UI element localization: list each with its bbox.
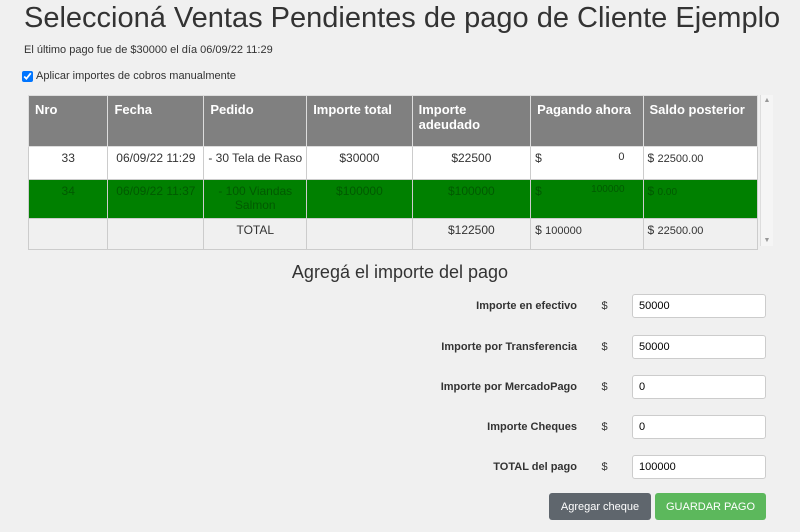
total-pagando: $ 100000	[530, 218, 644, 250]
cell-total: $100000	[306, 179, 413, 219]
scroll-up-icon[interactable]: ▲	[763, 97, 771, 104]
transfer-input[interactable]	[632, 334, 766, 359]
cell-pedido: - 30 Tela de Raso	[203, 146, 308, 180]
currency-symbol: $	[601, 460, 608, 473]
field-label: Importe por MercadoPago	[440, 380, 577, 393]
field-label: TOTAL del pago	[493, 460, 577, 473]
cheques-field-row: Importe Cheques $	[300, 413, 766, 440]
cash-input[interactable]	[632, 293, 766, 318]
manual-import-checkbox-label[interactable]: Aplicar importes de cobros manualmente	[22, 70, 236, 82]
currency-symbol: $	[647, 151, 655, 165]
cell-fecha: 06/09/22 11:29	[107, 146, 205, 180]
cell-saldo: $ 0.00	[642, 179, 759, 219]
total-payment-input[interactable]	[632, 454, 766, 479]
payment-heading: Agregá el importe del pago	[291, 262, 509, 282]
cell-nro: 34	[27, 179, 109, 219]
cell-adeudado: $22500	[411, 146, 532, 180]
table-scrollbar[interactable]: ▲ ▼	[760, 95, 773, 246]
currency-symbol: $	[647, 223, 655, 237]
currency-symbol: $	[601, 420, 608, 433]
currency-symbol: $	[601, 299, 608, 312]
manual-import-checkbox[interactable]	[22, 70, 33, 82]
header-pagando-ahora: Pagando ahora	[530, 95, 644, 147]
header-importe-adeudado: Importe adeudado	[411, 95, 532, 147]
cell-empty	[107, 218, 205, 250]
cash-field-row: Importe en efectivo $	[300, 292, 766, 319]
field-label: Importe por Transferencia	[441, 340, 577, 353]
currency-symbol: $	[647, 184, 655, 198]
page-title: Seleccioná Ventas Pendientes de pago de …	[24, 2, 781, 34]
mercadopago-input[interactable]	[632, 374, 766, 399]
total-label: TOTAL	[203, 218, 308, 250]
total-row: TOTAL $122500 $ 100000 $ 22500.00	[27, 218, 759, 250]
scroll-down-icon[interactable]: ▼	[763, 237, 771, 244]
cell-fecha: 06/09/22 11:37	[107, 179, 205, 219]
header-fecha: Fecha	[107, 95, 205, 147]
checkbox-label: Aplicar importes de cobros manualmente	[36, 70, 236, 82]
currency-symbol: $	[535, 184, 542, 198]
field-label: Importe en efectivo	[476, 299, 577, 312]
total-adeudado: $122500	[411, 218, 532, 250]
field-label: Importe Cheques	[487, 420, 577, 433]
cheques-input[interactable]	[632, 414, 766, 439]
add-cheque-button[interactable]: Agregar cheque	[549, 493, 651, 520]
cell-saldo: $ 22500.00	[642, 146, 759, 180]
mercadopago-field-row: Importe por MercadoPago $	[300, 373, 766, 400]
cell-empty	[306, 218, 413, 250]
cell-adeudado: $100000	[411, 179, 532, 219]
cell-pagando[interactable]: $0	[530, 146, 644, 180]
table-row[interactable]: 33 06/09/22 11:29 - 30 Tela de Raso $300…	[27, 146, 759, 180]
table-header: Nro Fecha Pedido Importe total Importe a…	[27, 95, 759, 147]
total-pagando-value: 100000	[545, 225, 582, 237]
transfer-field-row: Importe por Transferencia $	[300, 333, 766, 360]
total-saldo-value: 22500.00	[657, 225, 704, 237]
cell-empty	[27, 218, 109, 250]
save-payment-button[interactable]: GUARDAR PAGO	[655, 493, 766, 520]
saldo-value: 0.00	[657, 187, 678, 198]
cell-total: $30000	[306, 146, 413, 180]
currency-symbol: $	[601, 380, 608, 393]
total-saldo: $ 22500.00	[642, 218, 759, 250]
saldo-value: 22500.00	[657, 153, 704, 165]
header-importe-total: Importe total	[306, 95, 413, 147]
currency-symbol: $	[535, 151, 542, 165]
header-pedido: Pedido	[203, 95, 308, 147]
currency-symbol: $	[535, 223, 542, 237]
cell-pedido: - 100 Viandas Salmon	[203, 179, 308, 219]
pending-sales-table: Nro Fecha Pedido Importe total Importe a…	[27, 95, 759, 250]
total-field-row: TOTAL del pago $	[300, 453, 766, 480]
header-nro: Nro	[27, 95, 109, 147]
header-saldo-posterior: Saldo posterior	[642, 95, 759, 147]
cell-pagando[interactable]: $100000	[530, 179, 644, 219]
pagando-value: 0	[618, 151, 625, 163]
last-payment-text: El último pago fue de $30000 el día 06/0…	[24, 44, 273, 56]
cell-nro: 33	[27, 146, 109, 180]
pagando-value: 100000	[591, 184, 625, 195]
table-row-selected[interactable]: 34 06/09/22 11:37 - 100 Viandas Salmon $…	[27, 179, 759, 219]
currency-symbol: $	[601, 340, 608, 353]
